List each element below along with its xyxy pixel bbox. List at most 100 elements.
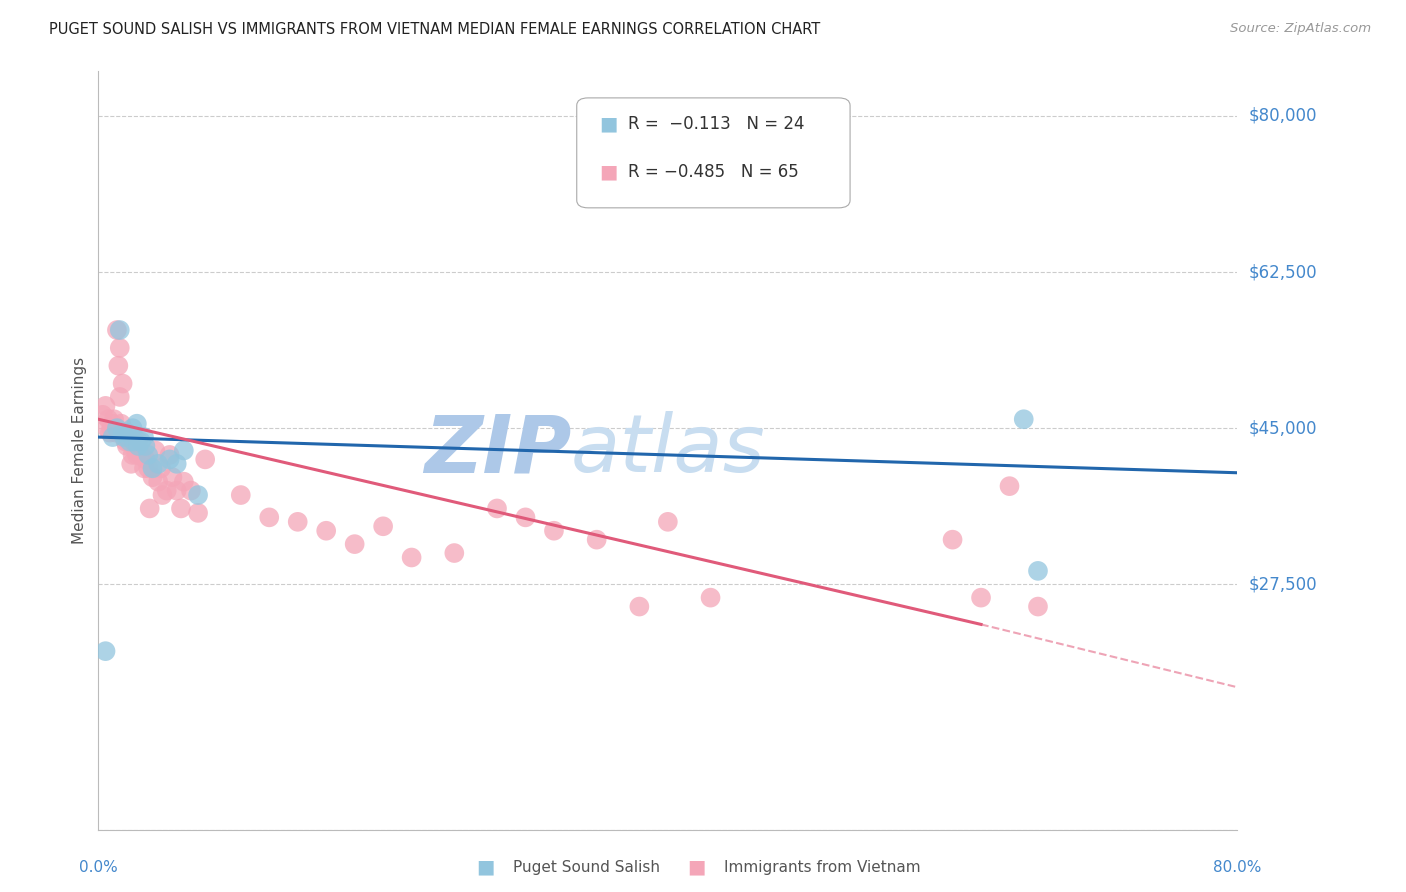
Point [91,408,114,422]
Point [129,448,152,462]
Point [1026,564,1049,578]
Point [115,439,138,453]
Point [162,470,184,484]
Point [138,501,160,516]
Point [141,470,163,484]
Point [108,323,131,337]
Point [187,506,209,520]
Text: 80.0%: 80.0% [1213,860,1261,875]
Text: Puget Sound Salish: Puget Sound Salish [513,860,661,874]
FancyBboxPatch shape [576,98,851,208]
Point [103,412,125,426]
Point [159,452,181,467]
Point [127,434,149,449]
Point [101,417,124,431]
Y-axis label: Median Female Earnings: Median Female Earnings [72,357,87,544]
Point [110,417,132,431]
Point [104,425,127,440]
Point [127,439,149,453]
Point [122,434,145,449]
Point [170,501,193,516]
Point [148,475,170,489]
Point [101,430,124,444]
Point [100,421,122,435]
Point [401,550,423,565]
Text: ■: ■ [599,162,617,182]
Point [114,434,136,449]
Point [94,399,117,413]
Point [145,443,167,458]
Point [998,479,1021,493]
Text: $27,500: $27,500 [1249,575,1317,593]
Point [105,421,128,435]
Point [287,515,309,529]
Point [259,510,281,524]
Text: PUGET SOUND SALISH VS IMMIGRANTS FROM VIETNAM MEDIAN FEMALE EARNINGS CORRELATION: PUGET SOUND SALISH VS IMMIGRANTS FROM VI… [49,22,821,37]
Point [136,461,159,475]
Text: $62,500: $62,500 [1249,263,1317,281]
Point [148,457,170,471]
Text: atlas: atlas [571,411,766,490]
Point [628,599,651,614]
Point [118,434,141,449]
Point [134,439,156,453]
Point [121,448,143,462]
Text: R =  −0.113   N = 24: R = −0.113 N = 24 [628,115,804,134]
Point [117,434,139,449]
Point [515,510,537,524]
Point [121,421,143,435]
Text: ■: ■ [599,115,617,134]
Point [152,488,174,502]
Point [98,425,121,440]
Point [657,515,679,529]
Point [112,430,135,444]
Point [96,421,118,435]
Text: ■: ■ [475,857,495,877]
Point [970,591,993,605]
Point [166,457,188,471]
Point [124,443,146,458]
Point [136,448,159,462]
Point [486,501,509,516]
Text: Immigrants from Vietnam: Immigrants from Vietnam [724,860,921,874]
Point [173,475,195,489]
Point [343,537,366,551]
Point [166,483,188,498]
Point [115,425,138,440]
Point [112,425,135,440]
Point [159,448,181,462]
Text: ZIP: ZIP [423,411,571,490]
Point [129,434,152,449]
Point [125,417,148,431]
Text: Source: ZipAtlas.com: Source: ZipAtlas.com [1230,22,1371,36]
Point [156,483,179,498]
Text: 0.0%: 0.0% [79,860,118,875]
Point [150,461,173,475]
Point [1012,412,1035,426]
Point [111,376,134,391]
Point [111,425,134,440]
Point [108,390,131,404]
Point [97,412,120,426]
Text: $45,000: $45,000 [1249,419,1317,437]
Point [122,430,145,444]
Text: ■: ■ [686,857,706,877]
Point [141,461,163,475]
Text: R = −0.485   N = 65: R = −0.485 N = 65 [628,163,799,181]
Point [942,533,965,547]
Point [173,443,195,458]
Point [187,488,209,502]
Point [1026,599,1049,614]
Point [132,461,155,475]
Point [118,434,141,449]
Point [120,457,142,471]
Point [543,524,565,538]
Point [115,425,138,440]
Point [229,488,252,502]
Point [94,644,117,658]
Point [699,591,721,605]
Point [180,483,202,498]
Point [194,452,217,467]
Point [585,533,607,547]
Point [108,341,131,355]
